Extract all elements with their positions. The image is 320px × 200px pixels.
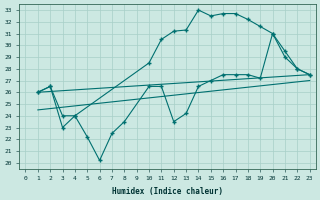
X-axis label: Humidex (Indice chaleur): Humidex (Indice chaleur)	[112, 187, 223, 196]
